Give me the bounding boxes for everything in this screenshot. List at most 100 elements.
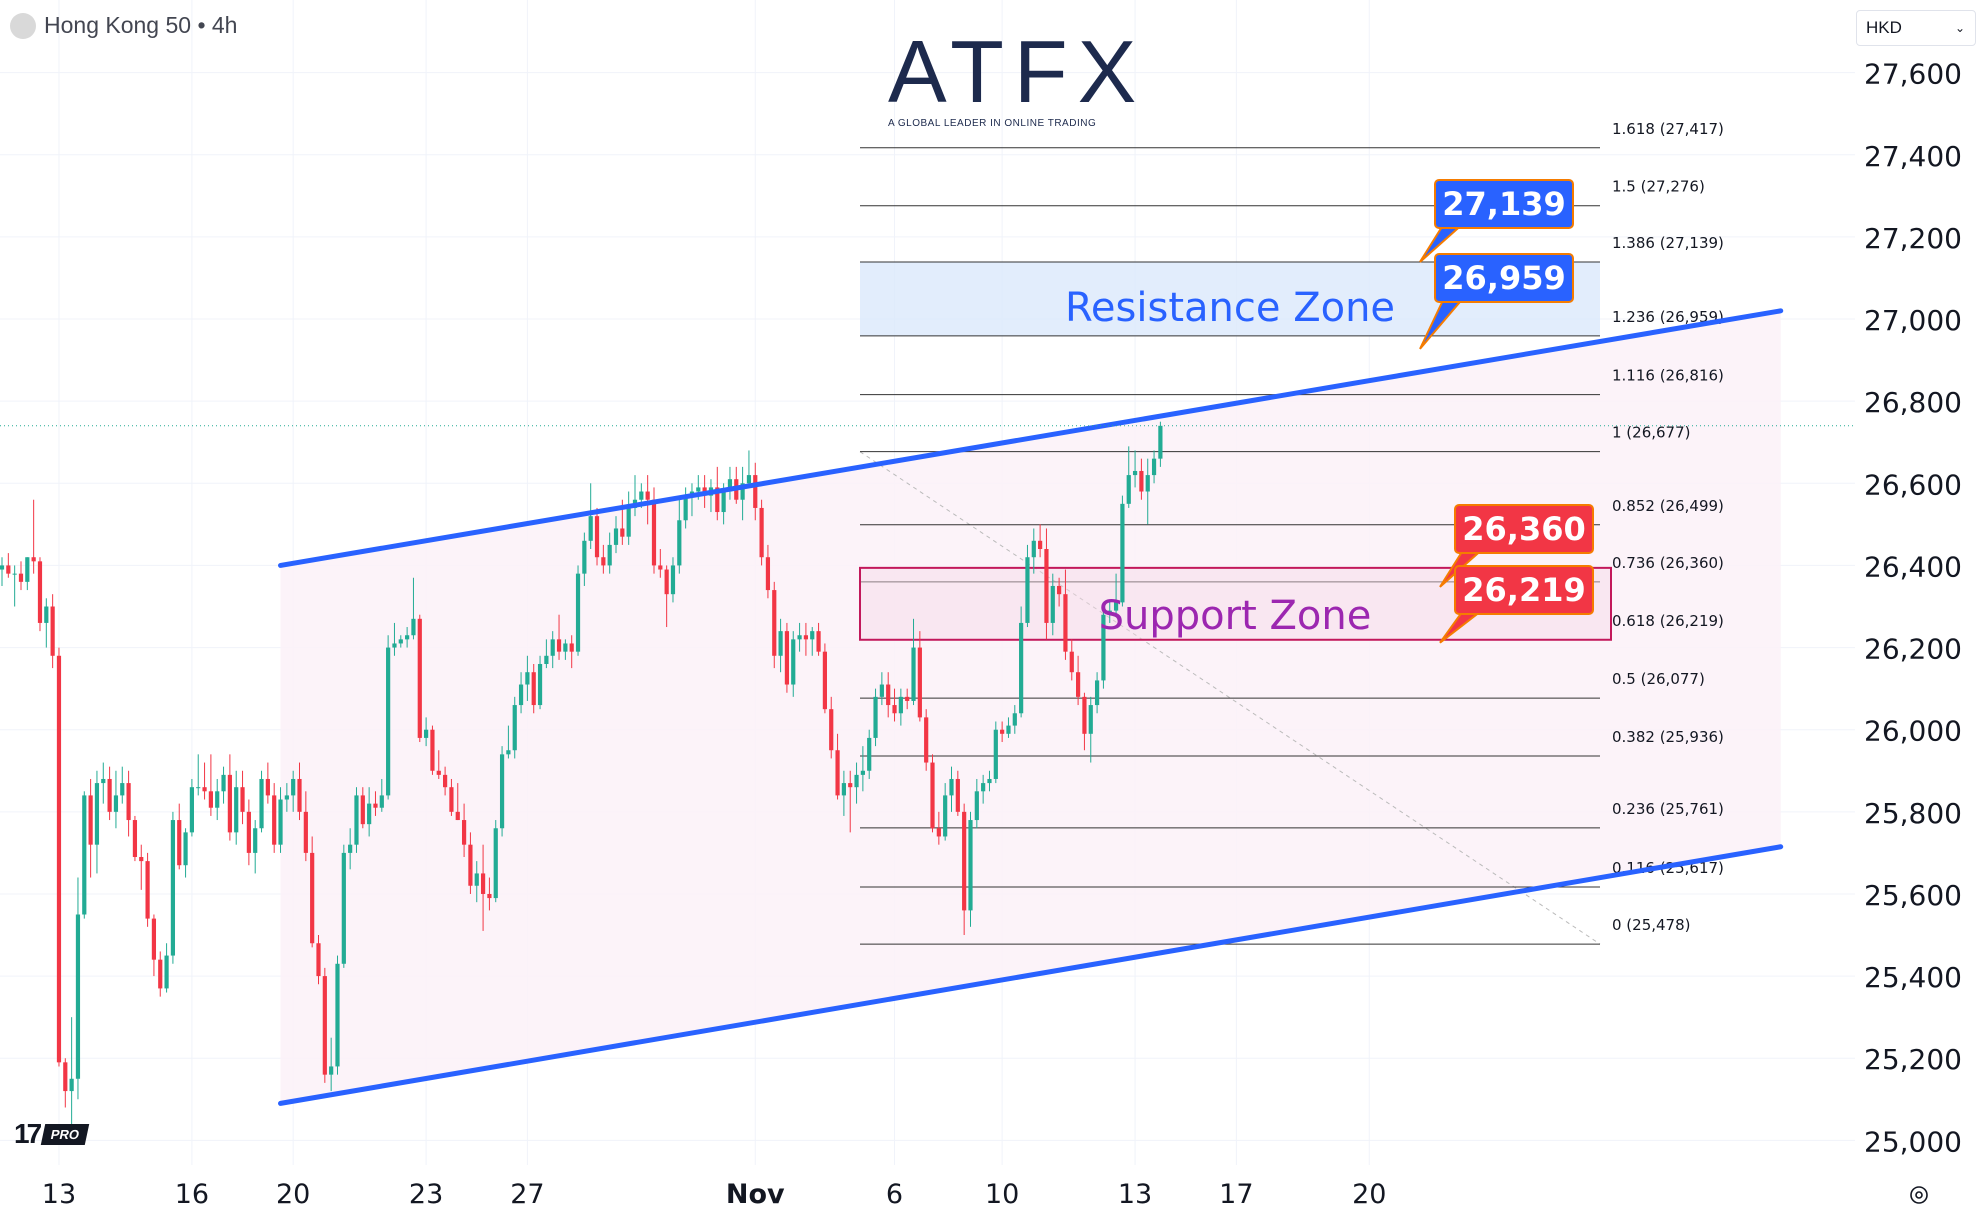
candle-body [1025,557,1030,623]
fib-level-label: 0.382 (25,936) [1612,728,1724,746]
y-tick-label: 26,800 [1864,386,1962,419]
candle-body [664,569,669,595]
candle-body [677,520,682,566]
x-tick-label: 10 [985,1179,1019,1210]
resistance-zone-label: Resistance Zone [1065,285,1395,331]
candle-body [575,573,581,652]
candle-body [69,1078,74,1092]
candle-body [107,778,112,812]
x-tick-label: 13 [1118,1179,1152,1210]
candle-body [848,783,853,788]
fib-level-label: 1.116 (26,816) [1612,367,1724,385]
candle-body [1132,470,1138,476]
candle-body [335,963,340,1067]
candle-body [601,557,606,566]
upper-channel-line [278,308,1784,568]
candle-body [88,795,93,845]
candle-body [987,778,992,784]
candle-body [556,639,562,652]
candle-body [1000,729,1005,734]
candle-body [613,528,619,545]
candle-body [1038,540,1043,550]
candle-body [379,795,384,808]
fib-level-label: 0.736 (26,360) [1612,554,1724,572]
tradingview-mark: 17 [14,1118,42,1149]
fib-level-label: 0.236 (25,761) [1612,800,1724,818]
candle-body [1158,425,1163,459]
candle-body [37,561,43,623]
settings-icon[interactable] [1908,1184,1930,1206]
candle-body [879,684,884,697]
candle-body [651,499,657,566]
candle-body [765,557,771,591]
candle-body [373,803,378,808]
y-tick-label: 27,200 [1864,222,1962,255]
candle-body [310,852,315,944]
fib-level-label: 1 (26,677) [1612,424,1691,442]
tradingview-badge[interactable]: 17 PRO [14,1118,90,1150]
candle-body [341,852,346,964]
candle-body [683,495,688,521]
candle-body [151,918,157,960]
candle-body [537,663,543,706]
candle-body [588,516,593,541]
candle-body [50,606,55,656]
candle-body [25,557,30,582]
candle-body [272,795,277,845]
candle-body [461,820,467,845]
candle-body [265,778,270,796]
candle-body [436,770,441,775]
candle-body [417,618,422,738]
candle-body [822,651,827,710]
candle-body [525,672,530,685]
candle-body [639,491,644,500]
candle-body [936,828,941,837]
candle-body [544,655,549,664]
candle-body [962,811,967,911]
candle-body [746,475,752,484]
y-tick-label: 26,400 [1864,550,1962,583]
candle-body [18,573,24,582]
x-tick-label: Nov [726,1179,785,1210]
candle-body [791,639,796,685]
candle-body [101,778,106,784]
price-callout-text: 27,139 [1442,185,1565,223]
candle-body [550,639,555,656]
symbol-header[interactable]: Hong Kong 50 • 4h [10,12,237,39]
candle-body [183,832,188,866]
x-tick-label: 17 [1219,1179,1253,1210]
candle-body [424,729,429,738]
y-tick-label: 27,400 [1864,140,1962,173]
candle-body [873,696,878,738]
candle-body [1101,614,1106,681]
candle-body [443,774,448,788]
candle-body [930,762,935,829]
candle-body [784,631,790,685]
candle-body [0,565,5,570]
candle-body [1120,503,1125,603]
price-callout-text: 26,360 [1462,510,1585,548]
price-callout-box [1454,504,1594,554]
candle-body [582,540,587,574]
x-tick-label: 20 [1352,1179,1386,1210]
candle-body [139,857,144,862]
candle-body [430,729,435,771]
candle-body [132,820,138,858]
candle-body [297,778,302,812]
candle-body [1006,725,1011,734]
candle-body [943,795,948,837]
candle-body [303,811,308,853]
candle-body [1057,585,1062,595]
candle-body [892,705,897,714]
currency-selector[interactable]: HKD ⌄ [1856,10,1976,46]
candle-body [867,737,872,771]
candle-body [44,606,49,623]
candle-body [468,844,473,886]
candle-body [493,828,498,899]
candle-body [829,709,834,751]
candle-body [1113,602,1119,611]
candle-body [284,795,289,800]
price-callout-text: 26,959 [1442,259,1565,297]
